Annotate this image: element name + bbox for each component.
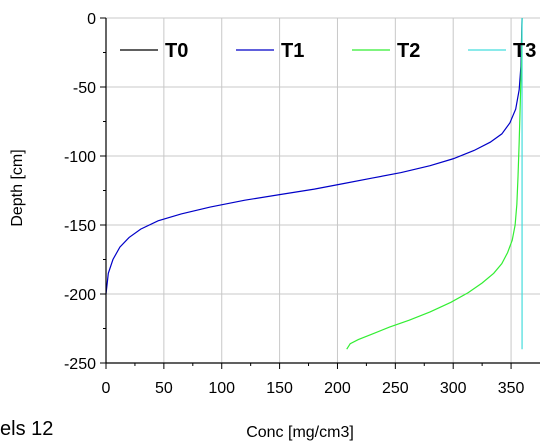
y-tick-label: -50 bbox=[73, 80, 96, 97]
series-line-t2 bbox=[346, 17, 523, 350]
legend-label-t0: T0 bbox=[165, 40, 188, 62]
y-tick-label: -200 bbox=[64, 287, 96, 304]
x-tick-label: 200 bbox=[324, 380, 351, 397]
legend: T0 T1 T2 T3 bbox=[120, 40, 536, 62]
x-tick-label: 0 bbox=[102, 380, 111, 397]
x-tick-label: 250 bbox=[382, 380, 409, 397]
x-axis-label: Conc [mg/cm3] bbox=[246, 424, 354, 441]
y-tick-label: 0 bbox=[87, 11, 96, 28]
y-tick-label: -150 bbox=[64, 218, 96, 235]
x-tick-label: 150 bbox=[266, 380, 293, 397]
y-axis-label: Depth [cm] bbox=[9, 149, 26, 226]
plot-area bbox=[106, 18, 540, 363]
legend-label-t1: T1 bbox=[281, 40, 304, 62]
tick-labels: 0 50 100 150 200 250 300 350 0 -50 -100 -150 -200 -25… bbox=[64, 11, 525, 397]
axes bbox=[100, 17, 540, 369]
x-tick-label: 50 bbox=[155, 380, 173, 397]
x-tick-label: 350 bbox=[498, 380, 525, 397]
y-tick-label: -250 bbox=[64, 356, 96, 373]
series-layer bbox=[105, 17, 523, 350]
x-tick-label: 300 bbox=[440, 380, 467, 397]
x-tick-label: 100 bbox=[208, 380, 235, 397]
legend-label-t2: T2 bbox=[397, 40, 420, 62]
series-line-t1 bbox=[105, 17, 523, 295]
legend-label-t3: T3 bbox=[513, 40, 536, 62]
y-tick-label: -100 bbox=[64, 149, 96, 166]
grid bbox=[105, 17, 540, 364]
footer-text: els 12 bbox=[0, 418, 54, 440]
